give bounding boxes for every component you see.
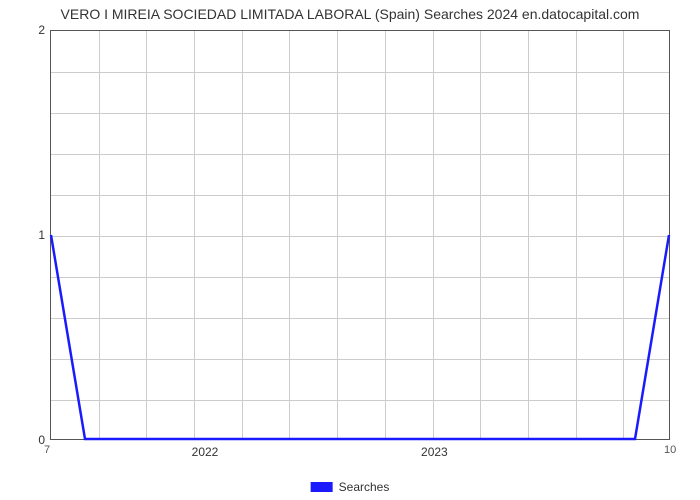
y-tick-label: 2 [5, 23, 45, 37]
legend-swatch [311, 482, 333, 492]
chart-title: VERO I MIREIA SOCIEDAD LIMITADA LABORAL … [0, 0, 700, 22]
plot-area [50, 30, 670, 440]
y-tick-label: 0 [5, 433, 45, 447]
legend-label: Searches [339, 480, 390, 494]
line-series [51, 31, 669, 439]
corner-bottom-right: 10 [664, 444, 676, 456]
legend: Searches [311, 480, 390, 494]
x-tick-label: 2023 [421, 445, 448, 459]
corner-bottom-left: 7 [44, 444, 50, 456]
y-tick-label: 1 [5, 228, 45, 242]
x-tick-label: 2022 [192, 445, 219, 459]
